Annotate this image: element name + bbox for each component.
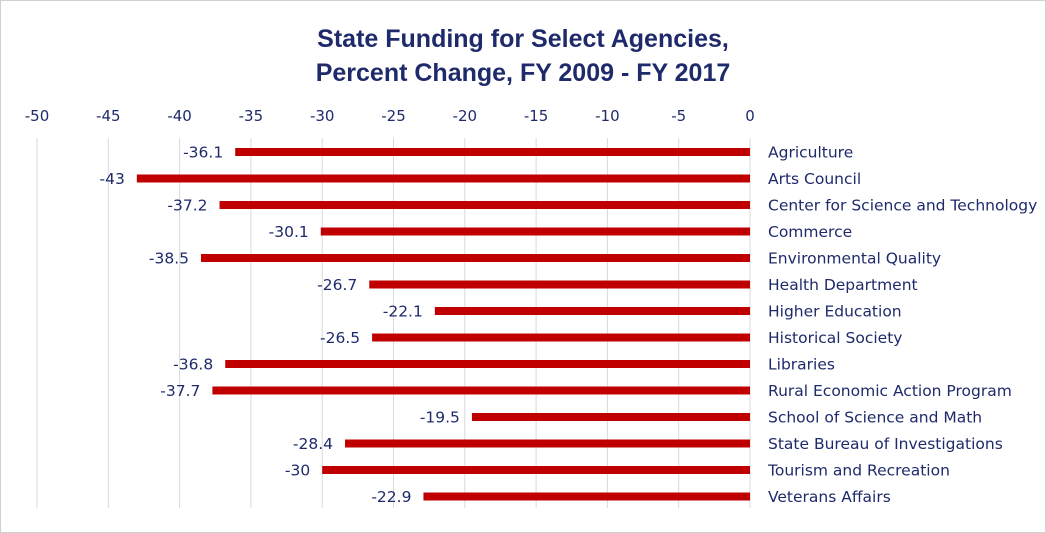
x-tick-label: -5 [671,107,686,125]
data-label: -37.7 [160,382,200,400]
x-tick-label: -15 [524,107,549,125]
x-tick-label: -45 [96,107,121,125]
x-tick-label: 0 [745,107,755,125]
chart-title: State Funding for Select Agencies, Perce… [0,22,1046,90]
bar [219,201,750,209]
category-label: Arts Council [768,170,861,188]
x-axis-ticks: -50 -45 -40 -35 -30 -25 -20 -15 -10 -5 0 [25,107,755,125]
x-tick-label: -40 [167,107,192,125]
category-label: Veterans Affairs [768,488,891,506]
chart-title-line1: State Funding for Select Agencies, [317,25,729,53]
bar [200,254,751,262]
category-label: School of Science and Math [768,409,982,427]
category-label: Environmental Quality [768,250,941,268]
data-label: -36.8 [173,356,213,374]
data-label: -43 [99,170,124,188]
x-tick-label: -20 [453,107,478,125]
chart-title-line2: Percent Change, FY 2009 - FY 2017 [315,59,731,87]
bar [434,307,750,315]
category-label: Agriculture [768,144,853,162]
bars [136,148,751,501]
data-label: -37.2 [167,197,207,215]
x-tick-label: -35 [239,107,264,125]
data-label: -36.1 [183,144,223,162]
category-label: Health Department [768,276,918,294]
bar [320,227,750,236]
x-tick-label: -30 [310,107,335,125]
data-label: -22.9 [371,488,411,506]
category-label: Commerce [768,223,852,241]
category-label: Libraries [768,356,835,374]
data-label: -19.5 [420,409,460,427]
category-label: Tourism and Recreation [767,462,950,480]
data-label: -26.7 [317,276,357,294]
bar [225,360,750,368]
category-label: Center for Science and Technology [768,197,1037,215]
bar [322,466,750,474]
data-label: -26.5 [320,329,360,347]
bar [136,174,750,183]
bar [372,333,750,342]
bar [212,386,750,395]
data-label: -28.4 [293,435,333,453]
bar [471,413,750,421]
category-labels: Agriculture Arts Council Center for Scienc… [767,144,1037,507]
bar [369,280,750,289]
bar [235,148,751,156]
x-tick-label: -25 [381,107,406,125]
category-label: State Bureau of Investigations [768,435,1003,453]
bar [345,439,750,448]
x-tick-label: -10 [595,107,620,125]
data-labels: -36.1 -43 -37.2 -30.1 -38.5 -26.7 -22.1 -26.5 -3… [99,144,459,507]
x-tick-label: -50 [25,107,50,125]
category-label: Rural Economic Action Program [768,382,1012,400]
gridlines [36,138,751,508]
bar [423,492,750,501]
data-label: -30 [285,462,310,480]
data-label: -30.1 [269,223,309,241]
category-label: Higher Education [768,303,902,321]
data-label: -22.1 [383,303,423,321]
category-label: Historical Society [768,329,902,347]
data-label: -38.5 [149,250,189,268]
